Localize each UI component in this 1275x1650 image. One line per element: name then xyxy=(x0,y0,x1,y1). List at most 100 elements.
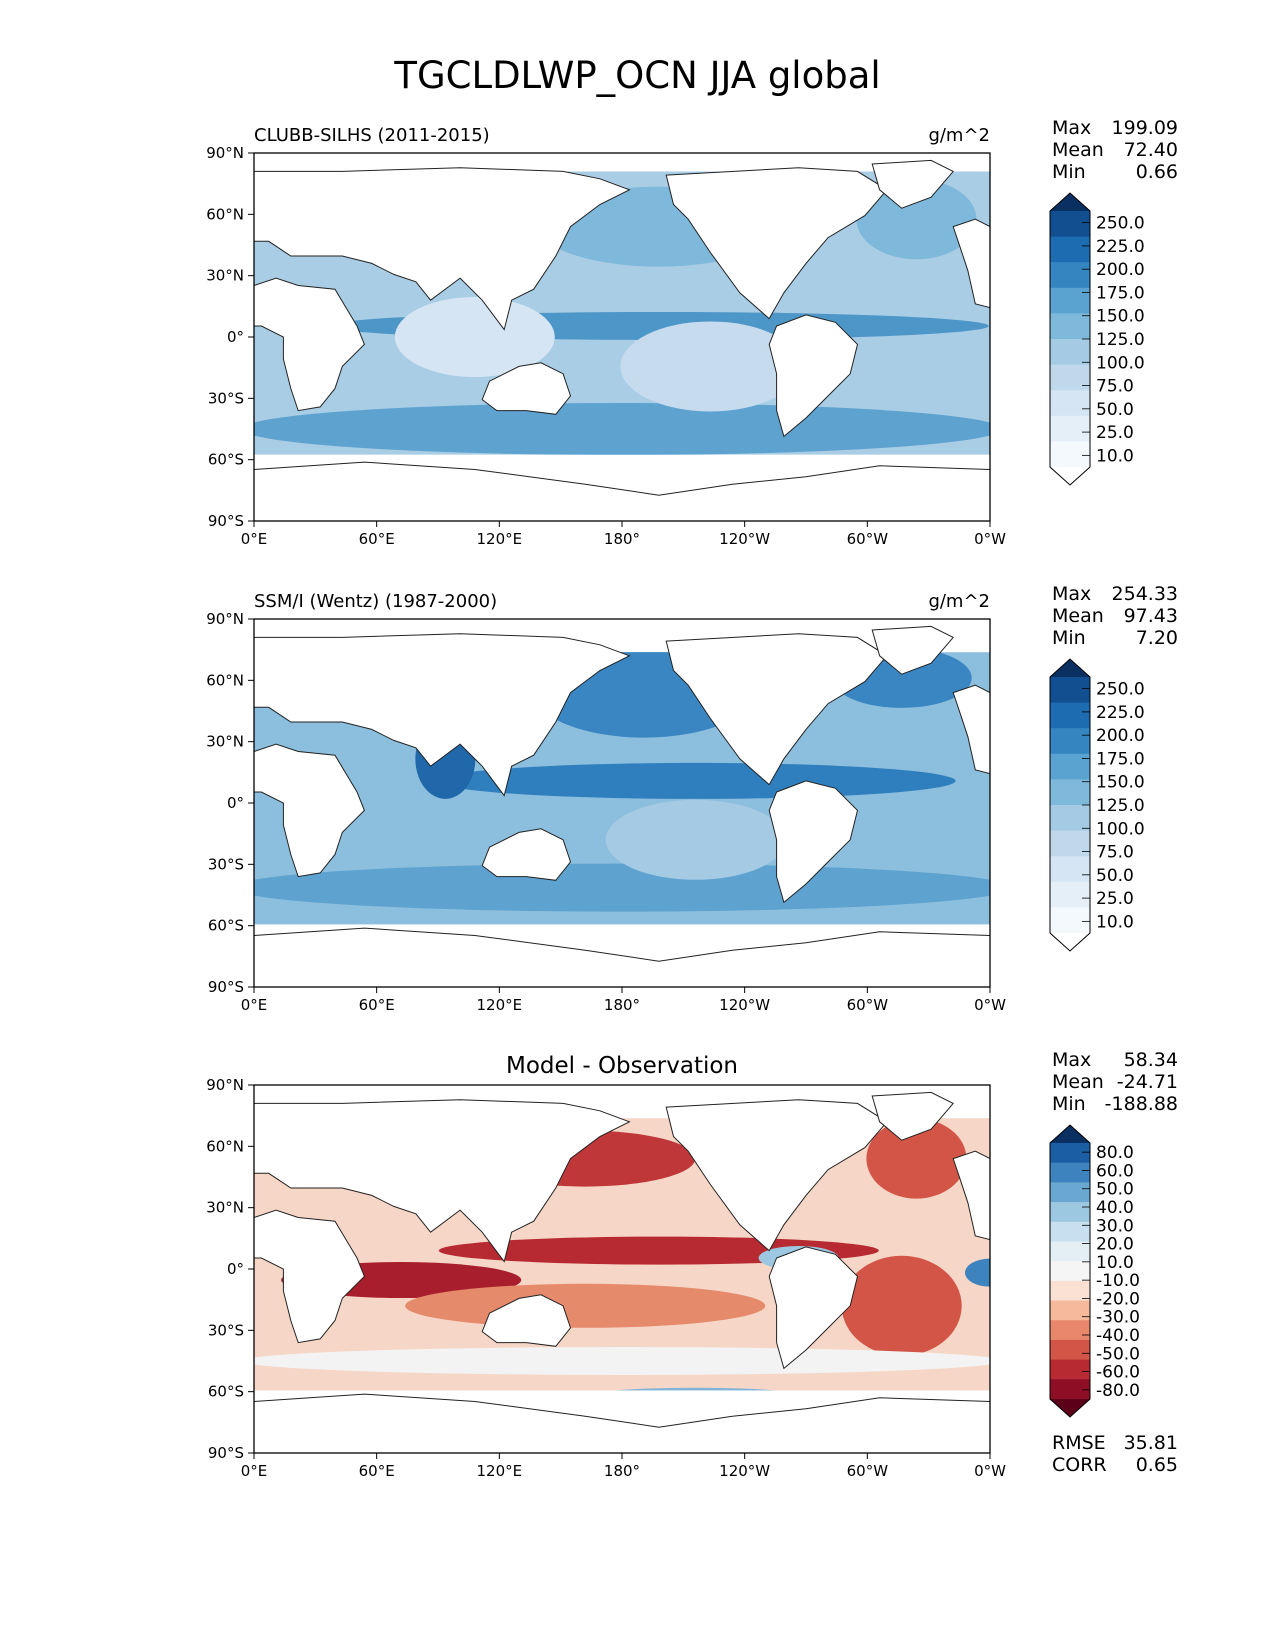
stats-panel-3: Max 58.34 Mean -24.71 Min -188.88 xyxy=(1052,1049,1178,1115)
lon-tick-label: 120°E xyxy=(477,1462,523,1480)
colorbar-tick-label: 75.0 xyxy=(1096,377,1134,397)
colorbar-segment xyxy=(1050,262,1090,289)
stat-value: 199.09 xyxy=(1111,117,1178,139)
lon-tick-label: 180° xyxy=(604,996,640,1014)
itcz-band xyxy=(435,762,956,799)
land-eurasia xyxy=(254,1099,631,1263)
field-layer xyxy=(254,153,990,521)
land-antarctica xyxy=(254,927,990,987)
colorbar-extend-bottom xyxy=(1050,933,1090,951)
lon-tick-label: 60°E xyxy=(359,1462,395,1480)
stat-row: Mean 97.43 xyxy=(1052,605,1178,627)
colorbar-segment xyxy=(1050,805,1090,832)
colorbar-tick-label: 25.0 xyxy=(1096,423,1134,443)
lat-tick-label: 30°N xyxy=(206,267,244,285)
stat-value: 0.65 xyxy=(1135,1454,1178,1476)
lat-tick-label: 60°N xyxy=(206,1137,244,1155)
colorbar-tick-label: 225.0 xyxy=(1096,237,1145,257)
colorbar-segment xyxy=(1050,1162,1090,1183)
stat-label: Mean xyxy=(1052,139,1104,161)
colorbar-tick-label: 175.0 xyxy=(1096,749,1145,769)
colorbar-tick-label: 100.0 xyxy=(1096,353,1145,373)
colorbar-segment xyxy=(1050,702,1090,729)
stat-label: Min xyxy=(1052,627,1086,649)
lat-tick-label: 30°S xyxy=(208,1321,244,1339)
colorbar-segment xyxy=(1050,339,1090,366)
stat-label: Max xyxy=(1052,1049,1092,1071)
lat-tick-label: 90°S xyxy=(208,512,244,530)
field-layer xyxy=(254,619,990,987)
colorbar-tick-label: 50.0 xyxy=(1096,400,1134,420)
stat-value: 254.33 xyxy=(1111,583,1178,605)
lat-tick-label: 30°S xyxy=(208,389,244,407)
colorbar-tick-label: 30.0 xyxy=(1096,1216,1134,1236)
colorbar-tick-label: -50.0 xyxy=(1096,1344,1140,1364)
lat-tick-label: 90°N xyxy=(206,1076,244,1094)
colorbar-panel-2: 250.0 225.0 200.0 175.0 150.0 125.0 100.0 75.0 5… xyxy=(1049,658,1145,952)
land-northamerica xyxy=(665,633,888,786)
land-africa xyxy=(254,277,365,412)
colorbar-segment xyxy=(1050,1241,1090,1262)
land-australia xyxy=(481,1294,572,1347)
colorbar-segment xyxy=(1050,856,1090,883)
map-panel-1: 90°N 60°N 30°N 0° 30°S 60°S 90°S0°E 60°E 120°E 18… xyxy=(206,125,1006,548)
colorbar-tick-label: 250.0 xyxy=(1096,214,1145,234)
colorbar-tick-label: 125.0 xyxy=(1096,330,1145,350)
colorbar-tick-label: -20.0 xyxy=(1096,1289,1140,1309)
stat-row: Max 199.09 xyxy=(1052,117,1178,139)
colorbar-segment xyxy=(1050,677,1090,704)
land-europe-west xyxy=(952,218,990,309)
stat-row: CORR 0.65 xyxy=(1052,1454,1178,1476)
stat-row: Min -188.88 xyxy=(1052,1093,1178,1115)
figure-title: TGCLDLWP_OCN JJA global xyxy=(394,54,881,97)
stat-row: Mean -24.71 xyxy=(1052,1071,1178,1093)
south-pacific-low xyxy=(605,799,786,880)
land-southamerica xyxy=(768,780,859,904)
map-panel-3: 90°N 60°N 30°N 0° 30°S 60°S 90°S0°E 60°E 120°E 18… xyxy=(206,1053,1006,1480)
lon-tick-label: 60°W xyxy=(847,996,889,1014)
panel-units-label: g/m^2 xyxy=(928,591,990,612)
stat-value: 97.43 xyxy=(1123,605,1178,627)
lon-tick-label: 120°W xyxy=(719,530,770,548)
colorbar-tick-label: 100.0 xyxy=(1096,819,1145,839)
field-layer xyxy=(254,1085,990,1453)
colorbar-segment xyxy=(1050,313,1090,340)
lon-tick-label: 120°W xyxy=(719,996,770,1014)
colorbar-tick-label: 75.0 xyxy=(1096,843,1134,863)
colorbar-segment xyxy=(1050,728,1090,755)
lon-tick-label: 60°W xyxy=(847,1462,889,1480)
colorbar-tick-label: 150.0 xyxy=(1096,307,1145,327)
stat-label: RMSE xyxy=(1052,1432,1106,1454)
land-southamerica xyxy=(768,314,859,438)
colorbar-tick-label: 80.0 xyxy=(1096,1143,1134,1163)
colorbar-tick-label: 250.0 xyxy=(1096,680,1145,700)
stat-label: Mean xyxy=(1052,1071,1104,1093)
colorbar-segment xyxy=(1050,753,1090,780)
stat-row: Min 0.66 xyxy=(1052,161,1178,183)
lon-tick-label: 120°E xyxy=(477,996,523,1014)
colorbar-segment xyxy=(1050,1379,1090,1400)
lat-tick-label: 60°S xyxy=(208,451,244,469)
colorbar-extend-bottom xyxy=(1050,467,1090,485)
colorbar-extend-top xyxy=(1050,659,1090,677)
lat-tick-label: 60°N xyxy=(206,671,244,689)
colorbar-tick-label: 50.0 xyxy=(1096,1180,1134,1200)
lon-tick-label: 0°W xyxy=(974,996,1006,1014)
stats-panel-1: Max 199.09 Mean 72.40 Min 0.66 xyxy=(1052,117,1178,183)
southern-neutral-band xyxy=(254,1347,990,1375)
lon-tick-label: 180° xyxy=(604,530,640,548)
colorbar-segment xyxy=(1050,441,1090,468)
colorbar-segment xyxy=(1050,390,1090,417)
colorbar-tick-label: 150.0 xyxy=(1096,773,1145,793)
stat-row: Min 7.20 xyxy=(1052,627,1178,649)
land-northamerica xyxy=(665,1099,888,1252)
lat-tick-label: 0° xyxy=(227,1260,244,1278)
panel-units-label: g/m^2 xyxy=(928,125,990,146)
lon-tick-label: 120°W xyxy=(719,1462,770,1480)
colorbar-extend-bottom xyxy=(1050,1399,1090,1417)
land-northamerica xyxy=(665,167,888,320)
error-stats-panel-3: RMSE 35.81 CORR 0.65 xyxy=(1052,1432,1178,1476)
lon-tick-label: 60°W xyxy=(847,530,889,548)
colorbar-panel-1: 250.0 225.0 200.0 175.0 150.0 125.0 100.0 75.0 5… xyxy=(1049,192,1145,486)
